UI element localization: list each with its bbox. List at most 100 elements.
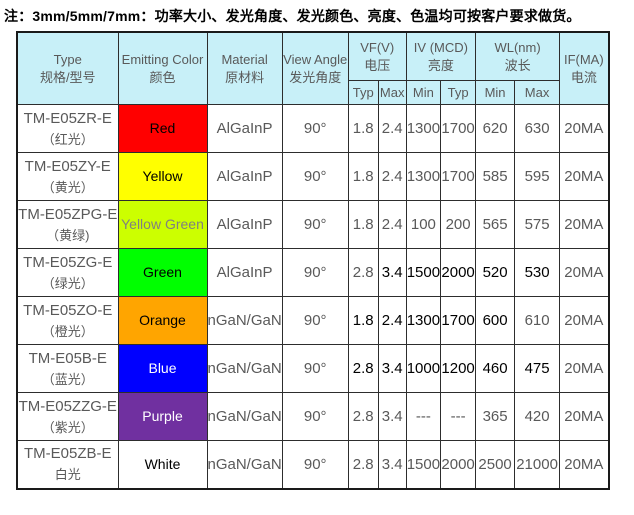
wl-max-cell: 630 [514,104,561,153]
wl-max-cell: 610 [514,296,561,345]
type-code: TM-E05ZR-E [23,109,112,127]
col-header-view-angle-en: View Angle [283,51,348,67]
col-header-if-en: IF(MA) [563,51,604,67]
col-header-color-en: Emitting Color [121,51,204,67]
color-label: Purple [142,408,183,424]
table-row-blue: TM-E05B-E （蓝光） Blue nGaN/GaN 90° 2.8 3.4… [16,344,610,393]
col-header-material: Material 原材料 [206,31,283,105]
color-label: Blue [148,360,177,376]
type-cell: TM-E05ZO-E （橙光） [16,296,119,345]
color-label: White [144,455,181,472]
material-cell: nGaN/GaN [206,296,283,345]
type-code: TM-E05ZB-E [23,445,112,463]
color-label: Yellow Green [121,216,204,232]
table-row-purple: TM-E05ZZG-E （紫光） Purple nGaN/GaN 90° 2.8… [16,392,610,441]
iv-min-cell: 1300 [405,296,442,345]
iv-typ-cell: --- [440,392,477,441]
led-spec-table: Type 规格/型号 Emitting Color 颜色 Material 原材… [16,31,610,490]
vf-max-cell: 3.4 [377,344,407,393]
wl-max-cell: 475 [514,344,561,393]
wl-min-cell: 600 [475,296,516,345]
vf-typ-cell: 1.8 [347,200,379,249]
iv-typ-cell: 1700 [440,296,477,345]
subcol-iv-typ: Typ [440,80,477,105]
view-angle-cell: 90° [281,344,349,393]
col-header-color-zh: 颜色 [149,69,176,85]
col-header-material-en: Material [221,51,268,67]
material-cell: nGaN/GaN [206,392,283,441]
iv-min-cell: 1500 [405,248,442,297]
col-header-wl-en: WL(nm) [494,39,541,55]
type-code: TM-E05ZY-E [24,157,111,175]
view-angle-cell: 90° [281,392,349,441]
col-header-type-en: Type [53,51,82,67]
col-header-wl: WL(nm) 波长 [475,31,561,81]
current-cell: 20MA [559,296,610,345]
col-header-view-angle-zh: 发光角度 [289,69,342,85]
wl-min-cell: 460 [475,344,516,393]
material-cell: nGaN/GaN [206,344,283,393]
vf-max-cell: 2.4 [377,152,407,201]
material-cell: AlGaInP [206,248,283,297]
col-header-iv: IV (MCD) 亮度 [405,31,477,81]
vf-max-cell: 2.4 [377,104,407,153]
subcol-wl-max: Max [514,80,561,105]
table-row-orange: TM-E05ZO-E （橙光） Orange nGaN/GaN 90° 1.8 … [16,296,610,345]
vf-typ-cell: 1.8 [347,296,379,345]
iv-typ-cell: 2000 [440,248,477,297]
col-header-material-zh: 原材料 [225,69,265,85]
wl-min-cell: 620 [475,104,516,153]
customization-note: 注：3mm/5mm/7mm：功率大小、发光角度、发光颜色、亮度、色温均可按客户要… [4,8,581,24]
material-cell: AlGaInP [206,200,283,249]
type-cn: （橙光） [41,323,94,339]
type-cell: TM-E05ZR-E （红光） [16,104,119,153]
vf-typ-cell: 1.8 [347,152,379,201]
iv-typ-cell: 1700 [440,104,477,153]
col-header-iv-en: IV (MCD) [413,39,468,55]
iv-min-cell: 1500 [405,440,442,489]
view-angle-cell: 90° [281,248,349,297]
table-row-red: TM-E05ZR-E （红光） Red AlGaInP 90° 1.8 2.4 … [16,104,610,153]
col-header-color: Emitting Color 颜色 [117,31,208,105]
col-header-view-angle: View Angle 发光角度 [281,31,349,105]
wl-min-cell: 520 [475,248,516,297]
view-angle-cell: 90° [281,152,349,201]
current-cell: 20MA [559,152,610,201]
color-swatch: Orange [117,296,208,345]
type-cell: TM-E05ZZG-E （紫光） [16,392,119,441]
table-row-yellow-green: TM-E05ZPG-E （黄绿) Yellow Green AlGaInP 90… [16,200,610,249]
type-code: TM-E05ZZG-E [18,397,117,415]
view-angle-cell: 90° [281,440,349,489]
table-row-green: TM-E05ZG-E （绿光） Green AlGaInP 90° 2.8 3.… [16,248,610,297]
iv-typ-cell: 2000 [440,440,477,489]
view-angle-cell: 90° [281,296,349,345]
iv-min-cell: --- [405,392,442,441]
type-cell: TM-E05ZPG-E （黄绿) [16,200,119,249]
type-cn: （黄光） [41,179,94,195]
iv-typ-cell: 1200 [440,344,477,393]
material-cell: AlGaInP [206,152,283,201]
subcol-wl-min: Min [475,80,516,105]
current-cell: 20MA [559,248,610,297]
col-header-vf-zh: 电压 [364,57,391,73]
vf-typ-cell: 2.8 [347,392,379,441]
color-label: Red [149,120,176,136]
vf-max-cell: 3.4 [377,248,407,297]
vf-max-cell: 2.4 [377,296,407,345]
color-label: Yellow [142,168,183,184]
vf-typ-cell: 2.8 [347,248,379,297]
color-label: Green [143,264,182,280]
current-cell: 20MA [559,104,610,153]
iv-min-cell: 100 [405,200,442,249]
iv-min-cell: 1300 [405,152,442,201]
wl-min-cell: 365 [475,392,516,441]
type-cn: （蓝光） [41,371,94,387]
col-header-vf-en: VF(V) [360,39,395,55]
type-cell: TM-E05ZY-E （黄光） [16,152,119,201]
vf-max-cell: 3.4 [377,392,407,441]
color-swatch: Yellow [117,152,208,201]
wl-min-cell: 565 [475,200,516,249]
wl-max-cell: 530 [514,248,561,297]
wl-max-cell: 575 [514,200,561,249]
vf-max-cell: 2.4 [377,200,407,249]
